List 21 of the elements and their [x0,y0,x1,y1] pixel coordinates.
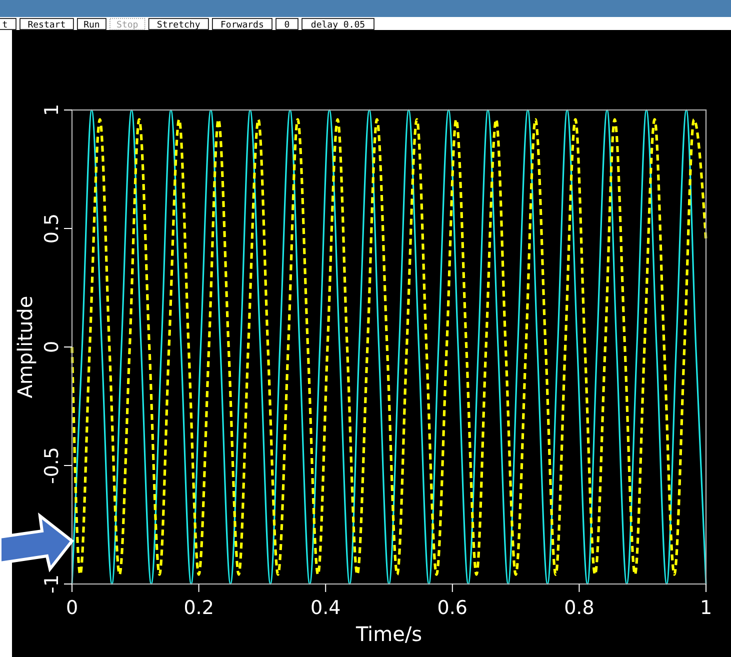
x-tick-label: 0 [66,597,78,619]
text: Stretchy [156,20,201,30]
x-tick-label: 0.6 [437,597,468,619]
text: Forwards [220,20,264,30]
text: Stop [116,20,138,30]
text: delay 0.05 [310,20,366,30]
text: t [2,20,8,30]
x-tick-label: 0.8 [564,597,594,619]
y-tick-label: -0.5 [41,446,63,484]
text: Run [84,20,100,30]
x-tick-label: 1 [700,597,712,619]
text: 0 [284,20,290,30]
y-tick-label: 1 [41,104,63,116]
y-tick-label: 0 [41,340,63,354]
text: Restart [28,20,66,30]
x-tick-label: 0.4 [310,597,341,619]
x-axis-title: Time/s [354,622,422,646]
y-tick-label: 0.5 [41,213,63,244]
y-tick-label: -1 [41,574,63,594]
x-tick-label: 0.2 [184,597,214,619]
y-axis-title: Amplitude [13,296,37,398]
